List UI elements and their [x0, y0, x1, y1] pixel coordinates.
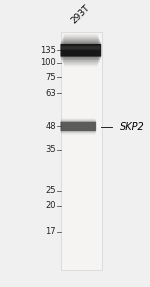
Text: 48: 48	[45, 122, 56, 131]
FancyBboxPatch shape	[61, 46, 100, 50]
FancyBboxPatch shape	[63, 37, 99, 63]
FancyBboxPatch shape	[63, 36, 98, 65]
Text: 135: 135	[40, 46, 56, 55]
FancyBboxPatch shape	[60, 44, 101, 57]
Text: 20: 20	[45, 201, 56, 210]
FancyBboxPatch shape	[62, 39, 100, 62]
Text: SKP2: SKP2	[120, 122, 145, 132]
Text: 75: 75	[45, 73, 56, 82]
Text: 35: 35	[45, 146, 56, 154]
Text: 25: 25	[45, 186, 56, 195]
Text: 100: 100	[40, 58, 56, 67]
Bar	[61, 32, 102, 270]
FancyBboxPatch shape	[61, 40, 100, 60]
FancyBboxPatch shape	[60, 42, 101, 58]
Text: 17: 17	[45, 227, 56, 236]
Text: 293T: 293T	[69, 3, 92, 25]
FancyBboxPatch shape	[64, 34, 98, 67]
FancyBboxPatch shape	[60, 122, 96, 131]
FancyBboxPatch shape	[60, 121, 96, 132]
Text: 63: 63	[45, 89, 56, 98]
FancyBboxPatch shape	[61, 118, 95, 134]
FancyBboxPatch shape	[61, 119, 96, 133]
